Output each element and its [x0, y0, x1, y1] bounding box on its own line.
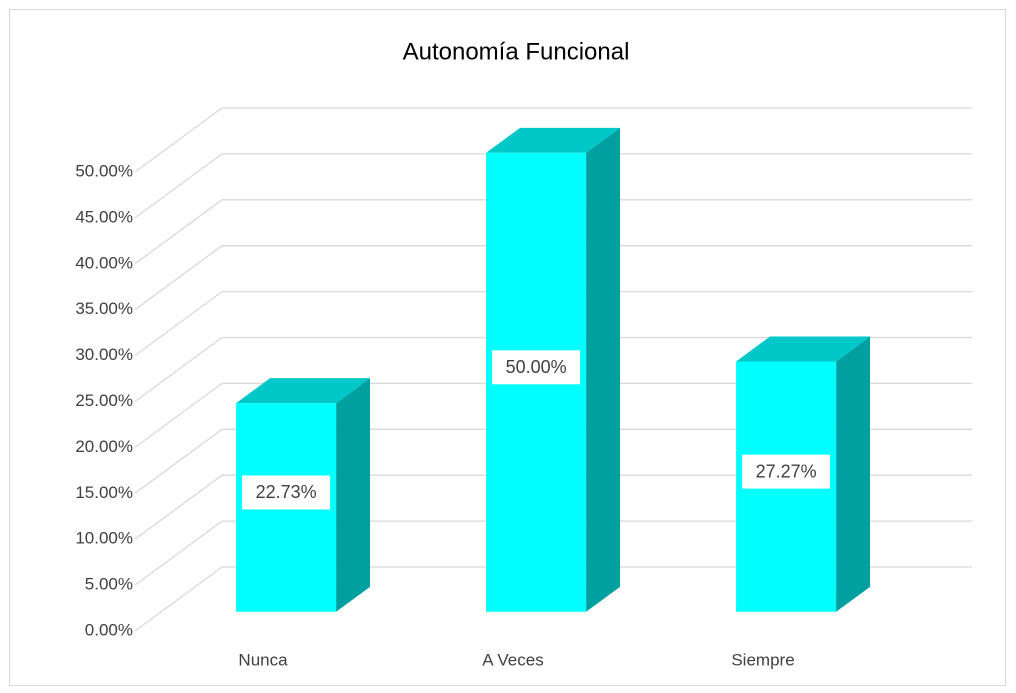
grid-line [134, 474, 972, 540]
y-tick-label: 25.00% [75, 391, 133, 410]
grid-line [134, 199, 972, 265]
data-label-box [492, 350, 581, 385]
y-tick-label: 50.00% [75, 161, 133, 180]
data-label: 22.73% [256, 482, 317, 502]
grid-line [134, 428, 972, 494]
grid-line [134, 107, 972, 173]
grid-line [134, 290, 972, 357]
y-tick-label: 30.00% [75, 345, 133, 364]
data-label: 27.27% [756, 461, 817, 481]
x-tick-label: A Veces [482, 650, 543, 669]
y-tick-label: 0.00% [85, 620, 133, 639]
y-tick-label: 5.00% [85, 575, 133, 594]
bar-top [736, 336, 871, 362]
y-tick-label: 35.00% [75, 299, 133, 318]
grid-line [134, 336, 972, 403]
bar-top [236, 378, 371, 404]
grid-line [134, 245, 972, 311]
y-tick-label: 10.00% [75, 529, 133, 548]
x-tick-label: Siempre [731, 650, 794, 669]
bar-top [486, 127, 621, 153]
grid-line [134, 153, 972, 219]
x-tick-label: Nunca [238, 650, 288, 669]
y-tick-label: 15.00% [75, 483, 133, 502]
data-label-box [742, 454, 831, 489]
y-tick-label: 20.00% [75, 437, 133, 456]
data-label: 50.00% [506, 357, 567, 377]
chart-title: Autonomía Funcional [403, 38, 630, 65]
data-label-box [242, 475, 331, 510]
bar-side [336, 378, 371, 612]
bar-side [586, 127, 621, 612]
y-tick-label: 40.00% [75, 253, 133, 272]
grid-line [134, 382, 972, 448]
y-tick-label: 45.00% [75, 207, 133, 226]
grid-line [134, 566, 972, 632]
grid-line [134, 520, 972, 586]
bar-side [836, 336, 871, 612]
